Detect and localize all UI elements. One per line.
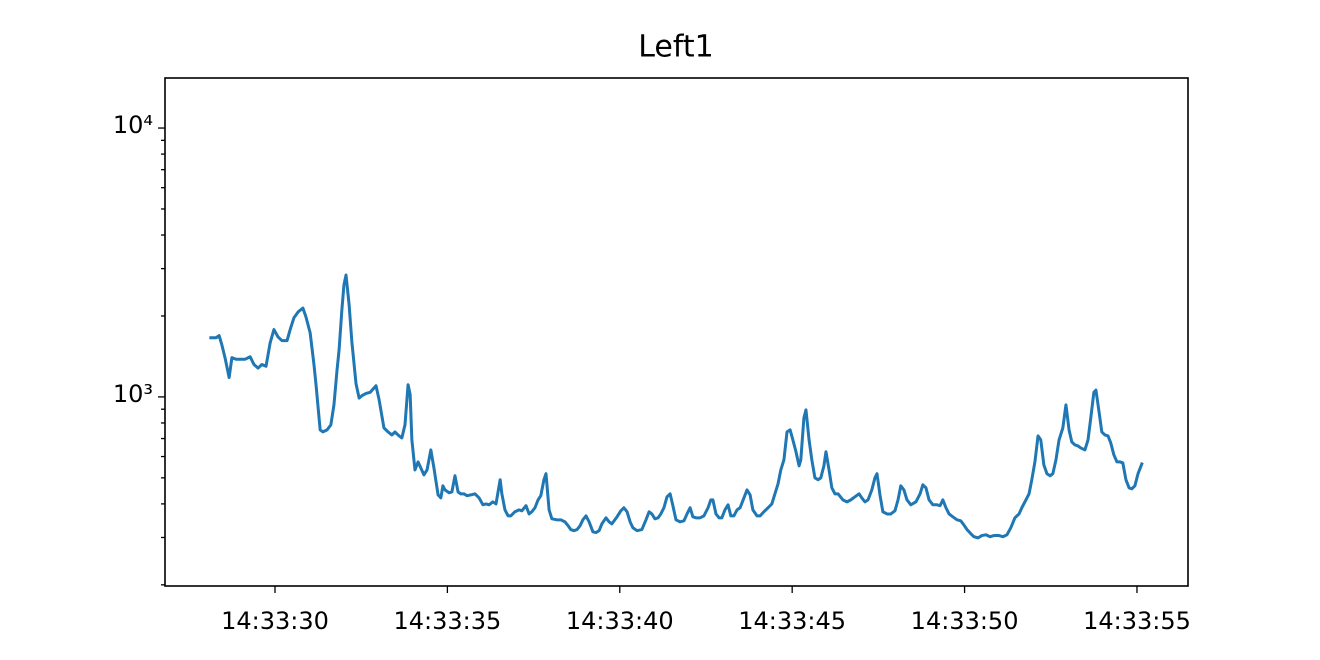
data-line (209, 273, 1144, 540)
x-tick-label: 14:33:40 (566, 607, 674, 635)
x-tick-label: 14:33:30 (221, 607, 329, 635)
y-tick-label: 10⁴ (113, 111, 153, 139)
chart-title: Left1 (638, 30, 714, 65)
x-tick-label: 14:33:45 (738, 607, 846, 635)
plot-frame (164, 77, 1189, 587)
y-tick-label: 10³ (113, 380, 153, 408)
x-tick-label: 14:33:50 (911, 607, 1019, 635)
x-tick-label: 14:33:35 (393, 607, 501, 635)
x-tick-label: 14:33:55 (1083, 607, 1191, 635)
